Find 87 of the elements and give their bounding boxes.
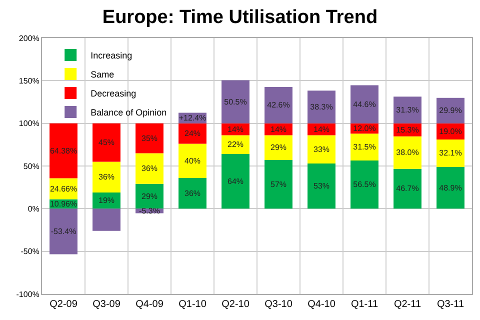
data-label: +12.4% [178,114,206,123]
data-label: 24% [184,129,201,138]
y-tick-label: 0% [28,204,40,214]
y-tick-label: 100% [18,119,40,128]
data-label: 56.5% [353,180,376,190]
data-label: 38.3% [310,102,333,112]
x-tick-label: Q2-10 [222,299,250,310]
x-tick-label: Q1-10 [178,299,207,310]
bar [350,160,378,209]
bar [308,90,336,124]
data-label: 10.96% [50,199,78,208]
bar [178,123,206,144]
x-tick-label: Q3-09 [92,299,121,310]
data-label: 19.0% [439,126,462,136]
chart-title: Europe: Time Utilisation Trend [102,6,378,28]
data-label: 57% [270,180,287,189]
data-label: 22% [227,140,244,150]
data-label: 12.0% [353,124,376,133]
x-tick-label: Q2-11 [394,299,422,310]
data-label: 19% [98,196,115,206]
x-tick-label: Q1-11 [350,299,378,310]
data-label: 46.7% [396,184,419,194]
bar [436,166,464,209]
data-label: 64.38% [50,146,78,156]
data-label: 44.6% [353,100,376,109]
x-tick-label: Q4-10 [308,299,336,310]
data-label: -53.4% [50,226,76,236]
y-tick-label: 200% [18,34,40,43]
legend-label: Same [90,70,114,80]
bar [178,144,206,178]
data-label: 64% [227,176,244,186]
data-label: 36% [141,164,158,174]
y-tick-label: 50% [23,162,40,171]
data-label: 24.66% [50,184,78,194]
bar [136,184,164,209]
x-tick-label: Q2-09 [50,299,78,310]
data-label: 36% [184,188,201,198]
bar [136,153,164,184]
bar [436,140,464,167]
legend-label: Increasing [90,50,132,61]
data-label: 14% [227,124,244,134]
legend-label: Balance of Opinion [90,108,167,118]
bar [308,135,336,164]
bar [92,208,120,231]
data-label: 14% [270,124,287,134]
bar [264,160,292,209]
data-label: 53% [313,182,330,191]
legend-label: Decreasing [90,88,136,99]
data-label: 35% [141,134,158,143]
data-label: 36% [98,172,115,182]
bar [50,208,78,254]
data-label: 31.3% [396,105,419,114]
data-label: 29% [270,143,287,152]
data-label: 40% [184,156,201,166]
data-label: 45% [98,138,115,148]
y-tick-label: -50% [20,247,40,256]
data-label: 48.9% [439,183,462,192]
data-label: 29.9% [439,106,462,116]
data-label: 42.6% [267,100,290,110]
bar [394,96,422,124]
bar [50,123,78,178]
data-label: 14% [313,124,330,134]
x-tick-label: Q3-10 [264,299,293,310]
data-label: 50.5% [224,97,247,106]
bar [178,178,206,209]
bar [350,85,378,124]
data-label: 15.3% [396,125,419,134]
x-tick-label: Q3-11 [436,299,464,310]
x-tick-label: Q4-09 [136,299,164,310]
data-label: 32.1% [439,148,462,158]
bar [394,136,422,169]
data-label: 31.5% [353,142,376,152]
bar [222,80,250,124]
y-tick-label: -100% [16,290,40,299]
bar [350,134,378,160]
y-tick-label: 150% [18,76,40,86]
bar [92,162,120,192]
data-label: 38.0% [396,148,419,158]
bar [264,135,292,160]
bar [222,154,250,209]
bar [92,123,120,162]
bar [136,123,164,154]
data-label: 29% [141,192,158,201]
bar [394,168,422,209]
data-label: 33% [313,144,330,154]
bar [308,163,336,209]
bar [264,86,292,124]
